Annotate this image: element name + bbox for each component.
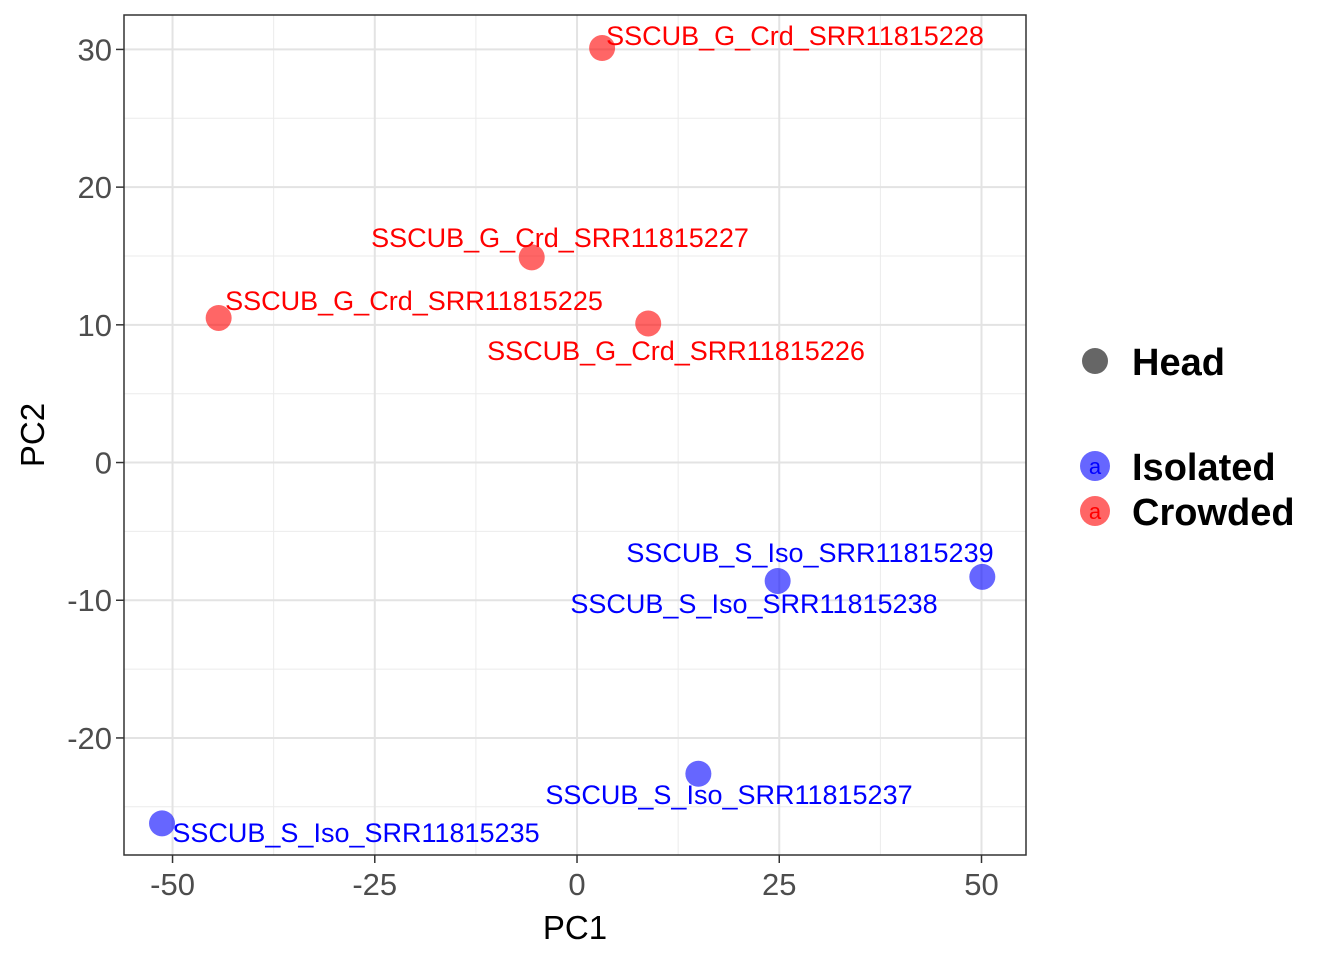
x-tick-label: 50 [964, 867, 998, 902]
legend: Head a Isolated a Crowded [1080, 342, 1295, 534]
y-tick-label: 10 [78, 308, 112, 343]
scatter-point [764, 567, 791, 594]
legend-label: Isolated [1132, 447, 1276, 489]
scatter-point [518, 244, 545, 271]
x-tick-label: 0 [568, 867, 585, 902]
axes: -50 -25 0 25 50 -20 -10 0 10 20 30 [67, 32, 999, 902]
y-tick-label: 30 [78, 32, 112, 67]
point-label: SSCUB_G_Crd_SRR11815225 [225, 286, 603, 316]
y-axis-title: PC2 [14, 403, 51, 467]
x-axis-title: PC1 [543, 909, 607, 946]
y-tick-label: 0 [95, 446, 112, 481]
data-points [149, 35, 996, 837]
point-label: SSCUB_G_Crd_SRR11815228 [606, 21, 984, 51]
legend-label: Crowded [1132, 492, 1295, 534]
legend-key-shape [1082, 348, 1108, 374]
point-label: SSCUB_S_Iso_SRR11815235 [172, 818, 539, 848]
x-tick-label: -50 [150, 867, 195, 902]
plot-background [124, 15, 1026, 855]
scatter-point [969, 563, 996, 590]
y-tick-label: -20 [67, 721, 112, 756]
point-label: SSCUB_G_Crd_SRR11815227 [371, 223, 749, 253]
point-label: SSCUB_G_Crd_SRR11815226 [487, 336, 865, 366]
scatter-point [635, 310, 662, 337]
x-tick-label: 25 [762, 867, 796, 902]
scatter-point [205, 304, 232, 331]
legend-key-color [1080, 451, 1110, 481]
point-label: SSCUB_S_Iso_SRR11815239 [626, 538, 993, 568]
point-labels: SSCUB_S_Iso_SRR11815239 SSCUB_S_Iso_SRR11… [172, 21, 993, 848]
y-tick-label: 20 [78, 170, 112, 205]
legend-key-glyph: a [1089, 454, 1102, 479]
legend-key-glyph: a [1089, 499, 1102, 524]
point-label: SSCUB_S_Iso_SRR11815238 [570, 589, 937, 619]
legend-label: Head [1132, 342, 1225, 384]
x-tick-label: -25 [352, 867, 397, 902]
grid-lines [124, 15, 1026, 855]
scatter-point [685, 760, 712, 787]
plot-panel-border [123, 14, 1027, 856]
y-tick-label: -10 [67, 583, 112, 618]
scatter-point [149, 810, 176, 837]
point-label: SSCUB_S_Iso_SRR11815237 [545, 780, 912, 810]
scatter-point [589, 35, 616, 62]
legend-key-color [1080, 496, 1110, 526]
